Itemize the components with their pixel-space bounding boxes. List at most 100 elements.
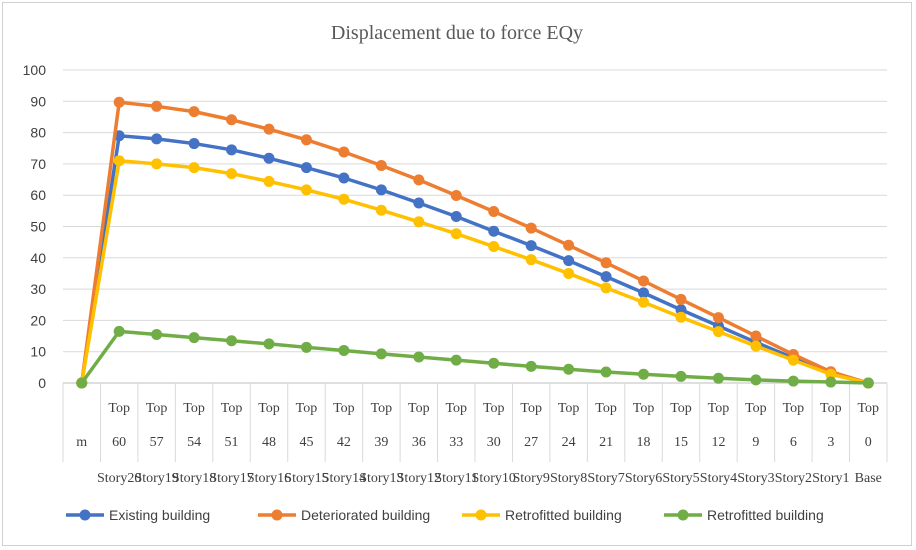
legend-marker bbox=[271, 509, 283, 521]
data-point bbox=[300, 184, 312, 196]
x-category-label: Top bbox=[146, 401, 168, 416]
x-category-label: Base bbox=[855, 471, 882, 486]
x-category-label: 33 bbox=[449, 435, 463, 450]
x-category-label: Top bbox=[670, 401, 692, 416]
data-point bbox=[338, 193, 350, 205]
data-point bbox=[750, 340, 762, 352]
data-point bbox=[488, 205, 500, 217]
data-point bbox=[151, 100, 163, 112]
x-category-label: Story13 bbox=[359, 471, 403, 486]
data-point bbox=[450, 210, 462, 222]
data-point bbox=[263, 338, 275, 350]
x-category-label: 39 bbox=[374, 435, 388, 450]
x-category-label: Story12 bbox=[397, 471, 441, 486]
data-point bbox=[413, 197, 425, 209]
series-line-2 bbox=[79, 100, 869, 385]
data-point bbox=[188, 106, 200, 118]
x-category-label: Story16 bbox=[247, 471, 291, 486]
x-category-label: Top bbox=[558, 401, 580, 416]
data-point bbox=[450, 354, 462, 366]
y-tick-label: 70 bbox=[30, 156, 46, 172]
data-point bbox=[825, 368, 837, 380]
data-point bbox=[638, 296, 650, 308]
data-point bbox=[750, 374, 762, 386]
y-tick-label: 80 bbox=[30, 125, 46, 141]
data-point bbox=[113, 325, 125, 337]
data-point bbox=[263, 123, 275, 135]
x-category-label: Story10 bbox=[472, 471, 516, 486]
x-category-label: 18 bbox=[637, 435, 651, 450]
y-axis-ticks: 0 10 20 30 40 50 60 70 80 90 100 bbox=[23, 62, 47, 391]
data-point bbox=[226, 144, 238, 156]
x-category-label: 12 bbox=[711, 435, 725, 450]
legend-label: Existing building bbox=[109, 507, 210, 523]
data-point bbox=[226, 114, 238, 126]
series-lines bbox=[76, 96, 874, 389]
data-point bbox=[525, 360, 537, 372]
data-point bbox=[862, 377, 874, 389]
data-point bbox=[525, 254, 537, 266]
data-point bbox=[413, 174, 425, 186]
legend-label: Deteriorated building bbox=[301, 507, 430, 523]
data-point bbox=[600, 366, 612, 378]
x-category-label: Top bbox=[183, 401, 205, 416]
x-category-label: Top bbox=[221, 401, 243, 416]
x-category-label: Top bbox=[258, 401, 280, 416]
data-point bbox=[600, 271, 612, 283]
x-category-label: Top bbox=[745, 401, 767, 416]
x-category-label: Top bbox=[108, 401, 130, 416]
data-point bbox=[750, 330, 762, 342]
x-category-label: 27 bbox=[524, 435, 538, 450]
x-category-label: 36 bbox=[412, 435, 426, 450]
data-point bbox=[375, 184, 387, 196]
x-category-label: Story14 bbox=[322, 471, 366, 486]
x-category-label: Story19 bbox=[134, 471, 178, 486]
x-category-label: Top bbox=[445, 401, 467, 416]
x-category-label: Top bbox=[783, 401, 805, 416]
data-point bbox=[600, 257, 612, 269]
y-tick-label: 0 bbox=[38, 375, 46, 391]
data-point bbox=[488, 357, 500, 369]
x-category-label: Story8 bbox=[550, 471, 587, 486]
data-point bbox=[787, 375, 799, 387]
x-category-label: Top bbox=[333, 401, 355, 416]
data-point bbox=[113, 96, 125, 108]
x-category-label: 21 bbox=[599, 435, 613, 450]
series-line-1 bbox=[79, 133, 869, 385]
x-category-label: Story1 bbox=[812, 471, 849, 486]
legend-marker bbox=[475, 509, 487, 521]
x-category-label: Story11 bbox=[434, 471, 478, 486]
data-point bbox=[563, 239, 575, 251]
data-point bbox=[712, 372, 724, 384]
y-tick-label: 10 bbox=[30, 344, 46, 360]
data-point bbox=[375, 159, 387, 171]
y-tick-label: 90 bbox=[30, 93, 46, 109]
data-point bbox=[450, 228, 462, 240]
x-category-label: Top bbox=[708, 401, 730, 416]
data-point bbox=[413, 216, 425, 228]
y-tick-label: 100 bbox=[23, 62, 47, 78]
data-point bbox=[300, 162, 312, 174]
x-category-label: 3 bbox=[827, 435, 834, 450]
data-point bbox=[638, 287, 650, 299]
legend-label: Retrofitted building bbox=[707, 507, 824, 523]
data-point bbox=[638, 368, 650, 380]
data-point bbox=[151, 328, 163, 340]
data-point bbox=[375, 348, 387, 360]
x-category-label: Story4 bbox=[700, 471, 737, 486]
data-point bbox=[338, 344, 350, 356]
y-tick-label: 40 bbox=[30, 250, 46, 266]
legend: Existing building Deteriorated building Re… bbox=[66, 507, 824, 523]
y-tick-label: 20 bbox=[30, 312, 46, 328]
data-point bbox=[563, 267, 575, 279]
legend-marker bbox=[677, 509, 689, 521]
x-category-label: Top bbox=[483, 401, 505, 416]
x-category-label: Top bbox=[520, 401, 542, 416]
data-point bbox=[450, 190, 462, 202]
data-point bbox=[76, 377, 88, 389]
data-point bbox=[226, 168, 238, 180]
data-point bbox=[113, 155, 125, 167]
data-point bbox=[563, 363, 575, 375]
data-point bbox=[413, 351, 425, 363]
